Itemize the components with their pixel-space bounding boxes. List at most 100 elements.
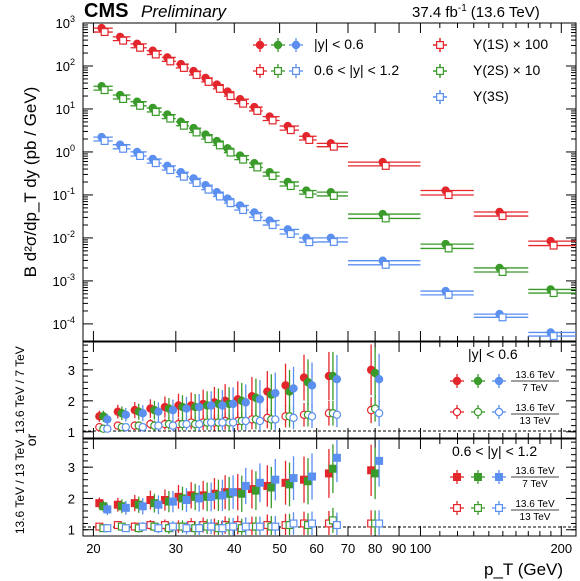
- top-y-axis-title: B d²σ/dp_T dy (pb / GeV): [21, 87, 40, 278]
- ratio-data-point: [228, 418, 238, 427]
- x-tick-label: 80: [368, 541, 382, 556]
- top-data-point: [381, 260, 390, 269]
- x-tick-label: 90: [392, 541, 406, 556]
- ratio-data-point: [332, 453, 341, 462]
- ratio-data-point: [195, 524, 204, 533]
- ratio-data-point: [207, 522, 216, 531]
- top-data-point: [253, 163, 262, 172]
- top-data-point: [444, 290, 453, 299]
- ratio-data-point: [241, 416, 250, 426]
- ratio-data-point: [241, 398, 250, 407]
- legend-marker: [274, 66, 283, 75]
- bottom-panel-frame: [82, 438, 577, 537]
- top-y-tick-label: 100: [56, 143, 75, 160]
- lumi-value: 37.4 fb: [412, 4, 458, 21]
- legend-marker: [436, 66, 445, 75]
- ratio-data-point: [182, 524, 191, 533]
- ratio-data-point: [103, 424, 112, 433]
- top-data-point: [100, 136, 109, 145]
- top-data-point: [329, 237, 338, 246]
- middle-legend-region: |y| < 0.6: [468, 346, 518, 362]
- ratio-data-point: [182, 496, 191, 505]
- ratio-y-tick-label: 1: [68, 425, 75, 440]
- ratio-data-point: [332, 410, 342, 419]
- ratio-data-point: [271, 522, 280, 531]
- top-data-point: [151, 159, 160, 168]
- ratio-data-point: [154, 524, 163, 533]
- ratio-data-point: [103, 505, 112, 514]
- legend-central-label: |y| < 0.6: [314, 36, 364, 52]
- bottom-legend-r7-num: 13.6 TeV: [515, 466, 555, 477]
- ratio-data-point: [307, 381, 317, 390]
- top-data-point: [151, 50, 160, 59]
- top-data-point: [226, 199, 235, 208]
- top-data-point: [329, 142, 338, 151]
- top-data-point: [166, 114, 175, 123]
- bottom-panel-data: [95, 440, 384, 535]
- legend-marker: [453, 504, 462, 513]
- top-data-point: [268, 221, 277, 230]
- ratio-data-point: [255, 522, 264, 531]
- top-data-point: [179, 121, 188, 130]
- legend-marker: [473, 376, 483, 386]
- ratio-data-point: [206, 418, 216, 427]
- ratio-data-point: [332, 374, 342, 384]
- ratio-data-point: [121, 422, 131, 432]
- legend-2s-label: Υ(2S) × 10: [473, 62, 541, 78]
- ratio-data-point: [194, 419, 204, 429]
- ratio-data-point: [194, 402, 204, 412]
- bottom-y-axis-label: 13.6 TeV / 13 TeV: [13, 440, 27, 534]
- ratio-data-point: [228, 399, 238, 409]
- legend-marker: [474, 473, 483, 482]
- top-data-point: [119, 36, 128, 45]
- ratio-data-point: [289, 413, 298, 423]
- ratio-data-point: [154, 421, 163, 430]
- middle-axis-ticks: 1 2 3: [68, 342, 576, 440]
- ratio-data-point: [308, 472, 317, 481]
- ratio-data-point: [138, 409, 147, 418]
- top-data-point: [381, 161, 390, 170]
- x-tick-label: 70: [341, 541, 355, 556]
- ratio-data-point: [251, 486, 260, 495]
- x-tick-label: 60: [309, 541, 323, 556]
- ratio-data-point: [241, 522, 250, 531]
- ratio-data-point: [229, 488, 238, 497]
- top-data-point: [268, 116, 277, 125]
- x-tick-label: 200: [550, 541, 572, 556]
- legend-1s-label: Υ(1S) × 100: [473, 36, 548, 52]
- legend-marker: [474, 504, 483, 513]
- top-legend-markers: [253, 38, 447, 104]
- top-data-point: [119, 94, 128, 103]
- top-data-point: [226, 148, 235, 157]
- top-data-point: [444, 191, 453, 200]
- ratio-data-point: [138, 522, 147, 531]
- bottom-legend-region: 0.6 < |y| < 1.2: [452, 443, 537, 459]
- top-data-point: [381, 214, 390, 223]
- ratio-data-point: [289, 384, 298, 393]
- top-y-tick-label: 102: [56, 57, 75, 74]
- legend-marker: [292, 66, 301, 75]
- legend-marker: [291, 40, 301, 50]
- bottom-legend-r7-den: 7 TeV: [522, 479, 548, 490]
- legend-marker: [473, 407, 483, 417]
- ratio-data-point: [308, 519, 317, 528]
- top-y-tick-label: 10-4: [53, 315, 75, 332]
- top-data-point: [192, 179, 201, 188]
- top-data-point: [192, 128, 201, 137]
- legend-marker: [494, 376, 504, 386]
- top-data-point: [226, 92, 235, 101]
- legend-marker: [453, 473, 462, 482]
- top-data-point: [305, 190, 314, 199]
- middle-panel-frame: [82, 341, 577, 439]
- top-data-point: [253, 213, 262, 222]
- top-data-point: [286, 230, 295, 239]
- top-data-point: [215, 141, 224, 150]
- top-axis-ticks: 10-4 10-3 10-2 10-1 100 101 102 103: [53, 14, 576, 341]
- ratio-data-point: [375, 519, 384, 528]
- bottom-axis-ticks: 20 30 40 50 60 70 80 90 100 200 1 2 3: [68, 439, 576, 556]
- middle-legend-r13-den: 13 TeV: [520, 416, 551, 427]
- top-data-point: [286, 126, 295, 135]
- legend-forward-label: 0.6 < |y| < 1.2: [314, 62, 399, 78]
- top-data-point: [549, 241, 558, 250]
- ratio-data-point: [271, 415, 280, 424]
